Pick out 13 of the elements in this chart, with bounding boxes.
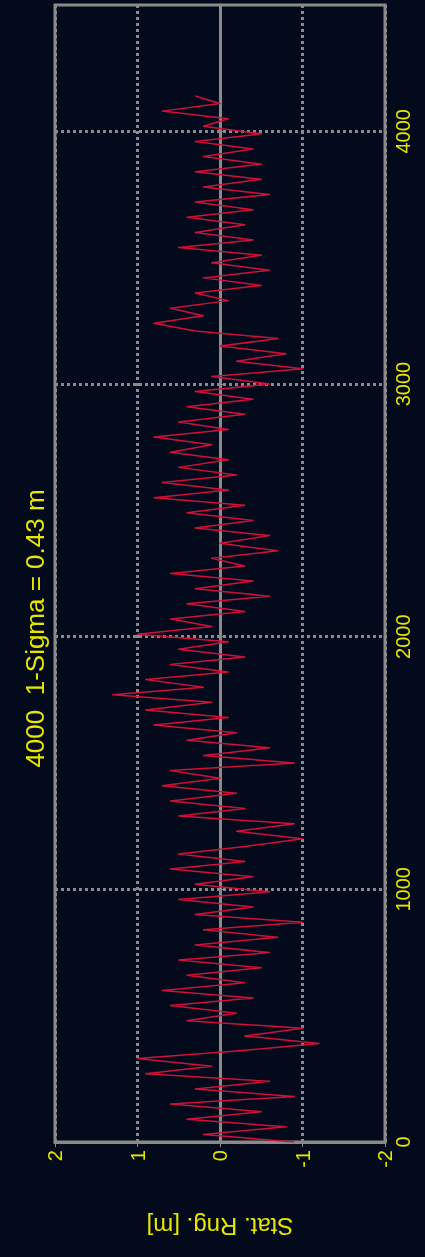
line-series [112,95,320,1143]
y-tick-label: 3000 [392,361,414,407]
y-tick-label: 2000 [392,614,414,659]
text: 4000 1-Sigma = 0.43 m [20,489,50,768]
x-tick-label: -1 [291,1150,314,1168]
x-axis-title: Stat. Rng. [m] [146,1212,294,1240]
y-tick-label: 1000 [392,867,414,912]
y-tick-label: 4000 [392,109,414,154]
y-tick-label: 0 [392,1136,414,1148]
x-tick-label: 2 [44,1150,66,1162]
x-tick-label: 1 [126,1150,149,1162]
x-tick-label: 0 [209,1150,231,1162]
x-tick-label: -2 [374,1150,396,1168]
